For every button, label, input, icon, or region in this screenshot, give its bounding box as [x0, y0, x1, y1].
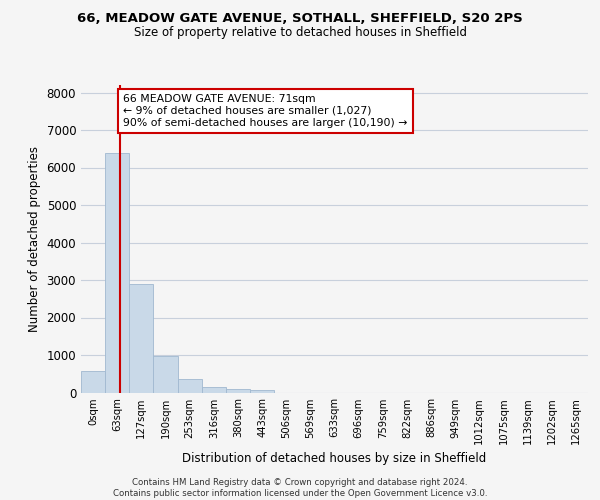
X-axis label: Distribution of detached houses by size in Sheffield: Distribution of detached houses by size … [182, 452, 487, 466]
Bar [154, 356, 178, 393]
Text: Size of property relative to detached houses in Sheffield: Size of property relative to detached ho… [133, 26, 467, 39]
Bar [129, 284, 154, 393]
Bar [105, 152, 129, 392]
Y-axis label: Number of detached properties: Number of detached properties [28, 146, 41, 332]
Bar [81, 371, 105, 392]
Text: 66, MEADOW GATE AVENUE, SOTHALL, SHEFFIELD, S20 2PS: 66, MEADOW GATE AVENUE, SOTHALL, SHEFFIE… [77, 12, 523, 26]
Bar [250, 390, 274, 392]
Bar [226, 389, 250, 392]
Bar [202, 386, 226, 392]
Bar [178, 379, 202, 392]
Text: Contains HM Land Registry data © Crown copyright and database right 2024.
Contai: Contains HM Land Registry data © Crown c… [113, 478, 487, 498]
Text: 66 MEADOW GATE AVENUE: 71sqm
← 9% of detached houses are smaller (1,027)
90% of : 66 MEADOW GATE AVENUE: 71sqm ← 9% of det… [123, 94, 407, 128]
